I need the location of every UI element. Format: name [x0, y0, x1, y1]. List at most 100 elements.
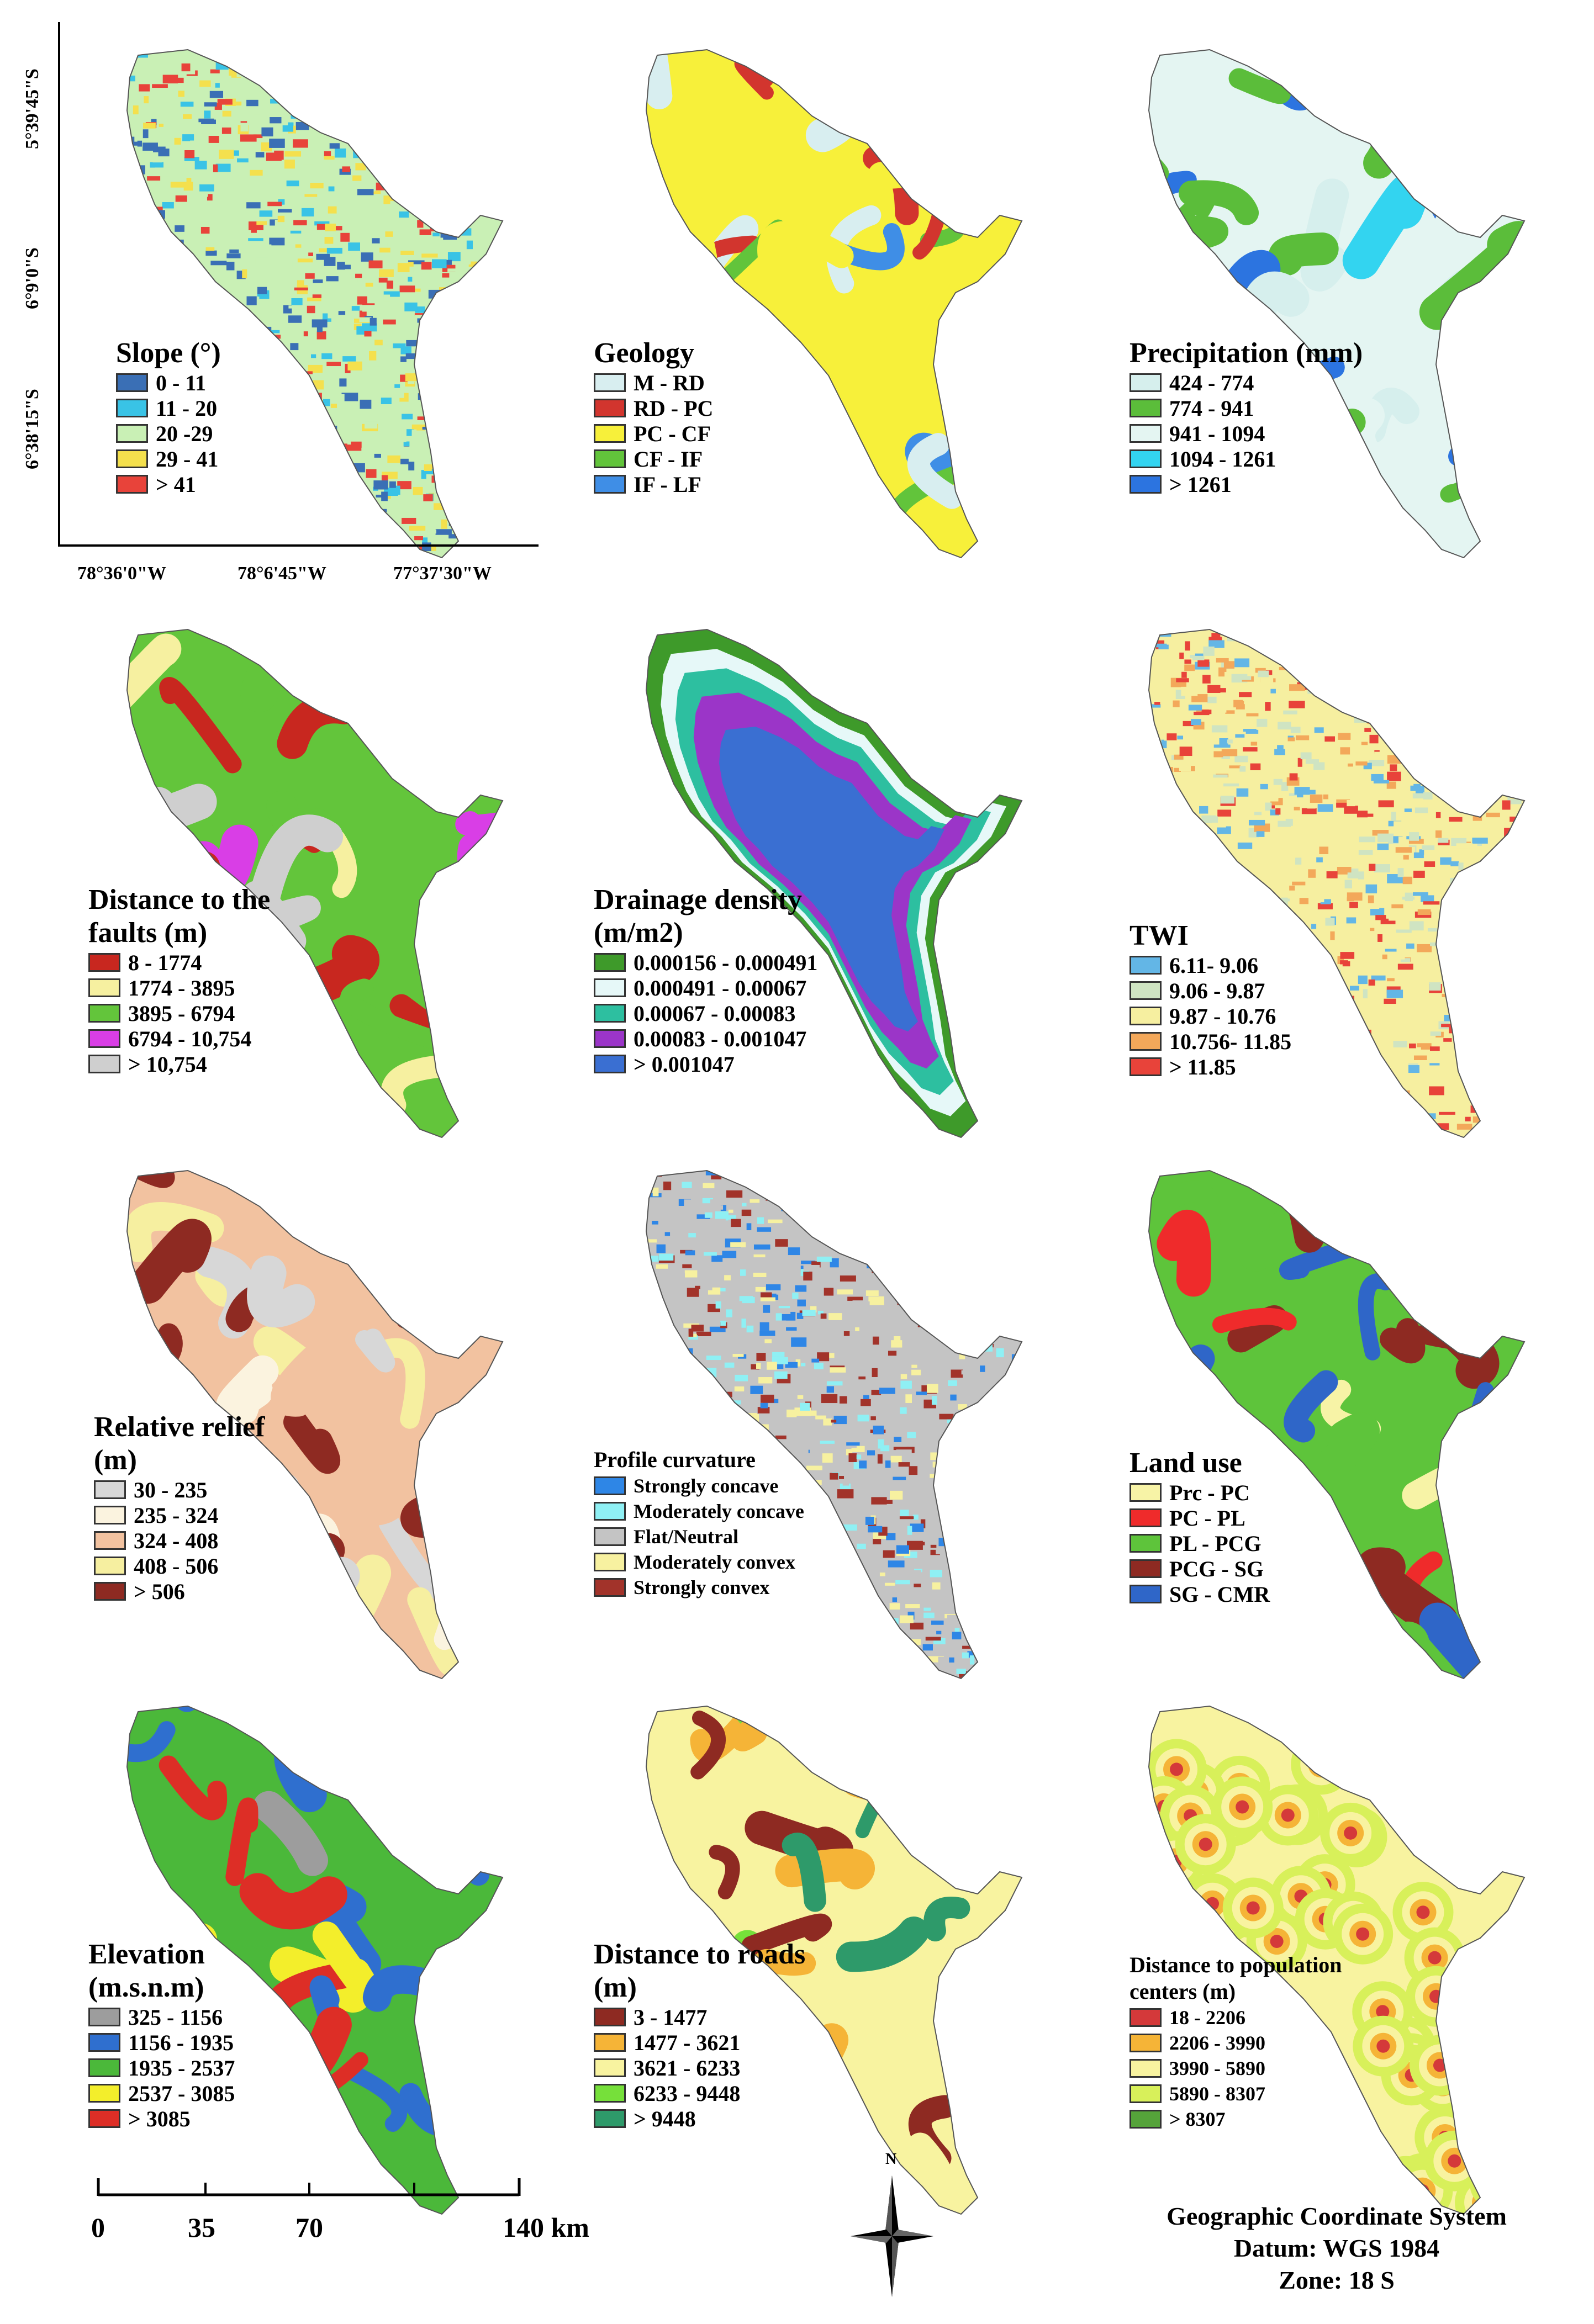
legend-swatch [1129, 1585, 1162, 1603]
map-panel-roads [580, 1690, 1077, 2220]
legend-swatch [1129, 1508, 1162, 1527]
legend-swatch [88, 1055, 120, 1073]
legend-swatch [594, 399, 626, 417]
map-panel-landuse [1083, 1154, 1580, 1684]
legend-swatch [594, 1029, 626, 1048]
legend-swatch [594, 449, 626, 468]
legend-swatch [1129, 2008, 1162, 2027]
legend-entry: Strongly convex [594, 1575, 804, 1600]
legend-curvature: Profile curvature Strongly concave Moderat… [594, 1447, 804, 1600]
legend-label: 0.000156 - 0.000491 [634, 950, 818, 975]
legend-title: Land use [1129, 1447, 1242, 1479]
legend-entry: Flat/Neutral [594, 1524, 804, 1549]
legend-entry: 1094 - 1261 [1129, 446, 1363, 472]
legend-precipitation: Precipitation (mm) 424 - 774 774 - 941 941 … [1129, 337, 1363, 497]
legend-swatch [1129, 1057, 1162, 1076]
legend-entry: > 8307 [1129, 2106, 1342, 2132]
legend-label: 3990 - 5890 [1169, 2057, 1265, 2079]
legend-entry: 1774 - 3895 [88, 975, 270, 1000]
scale-label-140: 140 km [503, 2212, 589, 2243]
watershed-map-relief [126, 1169, 504, 1680]
legend-swatch [88, 1004, 120, 1023]
legend-relief: Relative relief (m) 30 - 235 235 - 324 324 … [94, 1411, 265, 1604]
legend-swatch [94, 1557, 126, 1575]
lat-label-2: 6°9'0"S [22, 247, 43, 309]
legend-swatch [594, 2058, 626, 2077]
map-panel-relief [61, 1154, 558, 1684]
legend-swatch [594, 953, 626, 972]
legend-entry: SG - CMR [1129, 1581, 1270, 1607]
legend-label: > 9448 [634, 2106, 696, 2131]
legend-label: 2206 - 3990 [1169, 2032, 1265, 2054]
legend-swatch [594, 475, 626, 494]
legend-label: 8 - 1774 [128, 950, 202, 975]
map-panel-geology [580, 33, 1077, 563]
legend-label: 1477 - 3621 [634, 2030, 741, 2055]
legend-title: Precipitation (mm) [1129, 337, 1363, 369]
legend-entry: 6.11- 9.06 [1129, 952, 1291, 978]
legend-entry: 30 - 235 [94, 1477, 265, 1502]
legend-swatch [88, 978, 120, 997]
axis-frame-left [58, 22, 60, 547]
legend-label: Moderately concave [634, 1500, 804, 1522]
legend-entry: 235 - 324 [94, 1502, 265, 1528]
legend-label: > 10,754 [128, 1051, 207, 1077]
map-panel-faults [61, 613, 558, 1143]
legend-label: 774 - 941 [1169, 395, 1254, 421]
map-panel-slope [61, 33, 558, 563]
legend-label: SG - CMR [1169, 1581, 1270, 1607]
legend-label: 9.87 - 10.76 [1169, 1003, 1276, 1029]
legend-swatch [594, 1527, 626, 1546]
legend-swatch [116, 424, 148, 443]
legend-twi: TWI 6.11- 9.06 9.06 - 9.87 9.87 - 10.76 10.7… [1129, 919, 1291, 1079]
legend-swatch [594, 1055, 626, 1073]
legend-swatch [594, 1476, 626, 1495]
legend-entry: 1935 - 2537 [88, 2055, 235, 2081]
legend-landuse: Land use Prc - PC PC - PL PL - PCG PCG - SG S… [1129, 1447, 1270, 1607]
legend-label: PC - PL [1169, 1505, 1245, 1531]
legend-label: 941 - 1094 [1169, 421, 1265, 446]
legend-entry: PC - PL [1129, 1505, 1270, 1531]
map-panel-precipitation [1083, 33, 1580, 563]
legend-swatch [594, 1553, 626, 1571]
watershed-map-precipitation [1148, 49, 1526, 559]
legend-swatch [1129, 373, 1162, 392]
legend-entry: PC - CF [594, 421, 713, 446]
legend-label: 0.00067 - 0.00083 [634, 1000, 796, 1026]
legend-label: 0 - 11 [156, 370, 207, 395]
legend-swatch [94, 1506, 126, 1524]
legend-title: Elevation (m.s.n.m) [88, 1939, 205, 2003]
legend-entry: M - RD [594, 370, 713, 395]
lat-label-1: 5°39'45"S [22, 68, 43, 149]
legend-label: 325 - 1156 [128, 2004, 223, 2030]
legend-swatch [1129, 475, 1162, 494]
legend-label: 1935 - 2537 [128, 2055, 235, 2081]
legend-swatch [594, 1004, 626, 1023]
legend-swatch [594, 2109, 626, 2128]
legend-entry: 408 - 506 [94, 1553, 265, 1579]
legend-population: Distance to population centers (m) 18 - 2… [1129, 1952, 1342, 2132]
legend-entry: CF - IF [594, 446, 713, 472]
legend-entry: 3621 - 6233 [594, 2055, 805, 2081]
legend-label: 235 - 324 [134, 1502, 219, 1528]
legend-title: Slope (°) [116, 337, 221, 369]
legend-entry: 11 - 20 [116, 395, 221, 421]
legend-swatch [1129, 1559, 1162, 1578]
legend-swatch [94, 1531, 126, 1550]
legend-title: Distance to the faults (m) [88, 884, 271, 949]
legend-swatch [116, 373, 148, 392]
legend-swatch [88, 2084, 120, 2103]
legend-swatch [88, 2109, 120, 2128]
legend-entry: 0.00083 - 0.001047 [594, 1026, 817, 1051]
legend-entry: 1477 - 3621 [594, 2030, 805, 2055]
legend-swatch [88, 1029, 120, 1048]
legend-label: PC - CF [634, 421, 711, 446]
legend-swatch [1129, 1483, 1162, 1502]
legend-entry: > 0.001047 [594, 1051, 817, 1077]
scale-label-0: 0 [91, 2212, 105, 2243]
legend-entry: Moderately concave [594, 1499, 804, 1524]
legend-label: > 3085 [128, 2106, 191, 2131]
legend-swatch [594, 1578, 626, 1597]
legend-swatch [1129, 1534, 1162, 1553]
legend-entry: 1156 - 1935 [88, 2030, 235, 2055]
